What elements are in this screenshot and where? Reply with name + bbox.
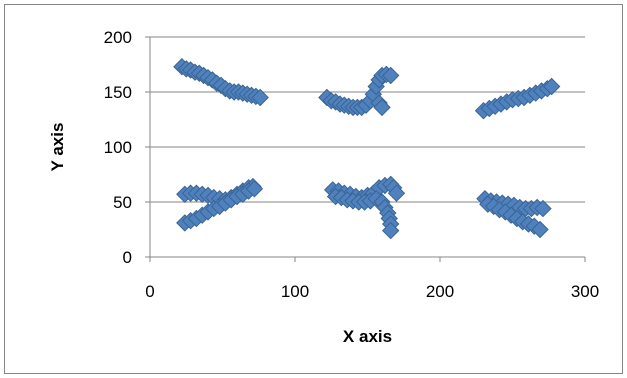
gridlines [150, 36, 585, 203]
tick-labels: 0 50 100 150 200 0 100 200 300 [104, 28, 600, 301]
y-tick-label: 50 [113, 193, 132, 212]
data-point [251, 88, 269, 107]
axes [145, 36, 586, 262]
data-points [173, 57, 561, 240]
chart-area: 0 50 100 150 200 0 100 200 300 X axis Y axis [4, 4, 623, 374]
data-point [387, 184, 406, 202]
y-tick-label: 200 [104, 28, 132, 47]
x-tick-label: 300 [571, 282, 599, 301]
data-point [373, 98, 391, 117]
data-point [542, 77, 561, 96]
y-tick-label: 150 [104, 83, 132, 102]
x-tick-label: 200 [426, 282, 454, 301]
x-tick-label: 100 [281, 282, 309, 301]
data-point [531, 220, 549, 239]
data-point [245, 180, 264, 198]
data-point [381, 221, 400, 240]
data-point [381, 66, 400, 85]
x-tick-label: 0 [145, 282, 154, 301]
data-point [534, 199, 552, 218]
y-tick-label: 0 [123, 248, 132, 267]
scatter-chart: 0 50 100 150 200 0 100 200 300 X axis Y axis [48, 28, 600, 346]
y-tick-label: 100 [104, 138, 132, 157]
x-axis-title: X axis [343, 327, 392, 346]
y-axis-title: Y axis [48, 123, 67, 172]
